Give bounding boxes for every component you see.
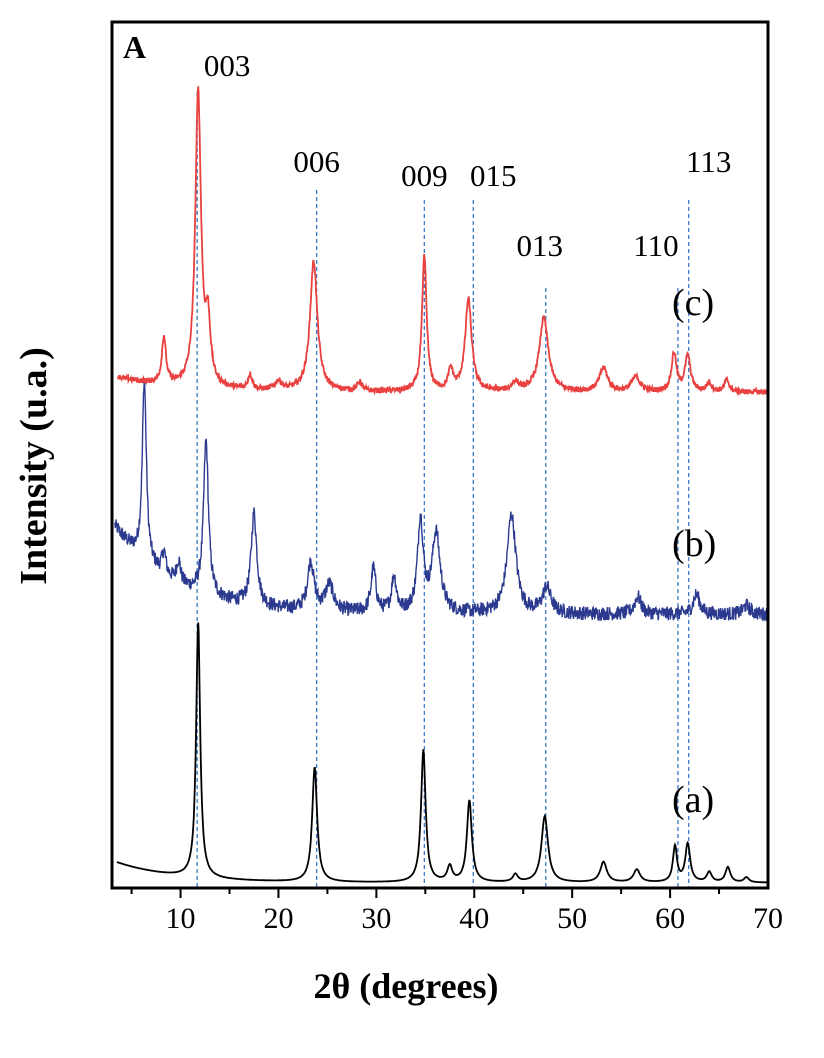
x-tick-label: 50 — [557, 902, 587, 935]
x-tick-label: 20 — [263, 902, 293, 935]
panel-label: A — [123, 29, 146, 65]
hkl-label-110: 110 — [633, 228, 678, 263]
series-label-a: (a) — [672, 779, 714, 821]
x-axis-title: 2θ (degrees) — [313, 966, 498, 1006]
x-tick-label: 60 — [655, 902, 685, 935]
y-axis-title: Intensity (u.a.) — [13, 347, 55, 585]
hkl-label-015: 015 — [470, 158, 517, 193]
hkl-label-113: 113 — [686, 144, 731, 179]
x-tick-label: 40 — [459, 902, 489, 935]
x-axis-ticks: 10 20 30 40 50 60 70 — [130, 888, 783, 935]
series-label-c: (c) — [672, 282, 714, 324]
x-tick-label: 10 — [166, 902, 196, 935]
reference-lines — [196, 92, 690, 888]
hkl-labels: 003 006 009 015 013 110 113 — [204, 48, 731, 263]
x-tick-label: 30 — [361, 902, 391, 935]
series-curves — [114, 86, 768, 884]
hkl-label-009: 009 — [401, 158, 448, 193]
hkl-label-003: 003 — [204, 48, 251, 83]
hkl-label-013: 013 — [516, 228, 563, 263]
plot-frame — [110, 20, 770, 890]
hkl-label-006: 006 — [293, 144, 340, 179]
series-line-b — [114, 378, 768, 622]
x-tick-label: 70 — [753, 902, 783, 935]
series-line-c — [117, 86, 768, 397]
series-label-b: (b) — [672, 523, 716, 565]
series-labels: (a) (b) (c) — [672, 282, 716, 821]
series-line-a — [116, 622, 767, 884]
